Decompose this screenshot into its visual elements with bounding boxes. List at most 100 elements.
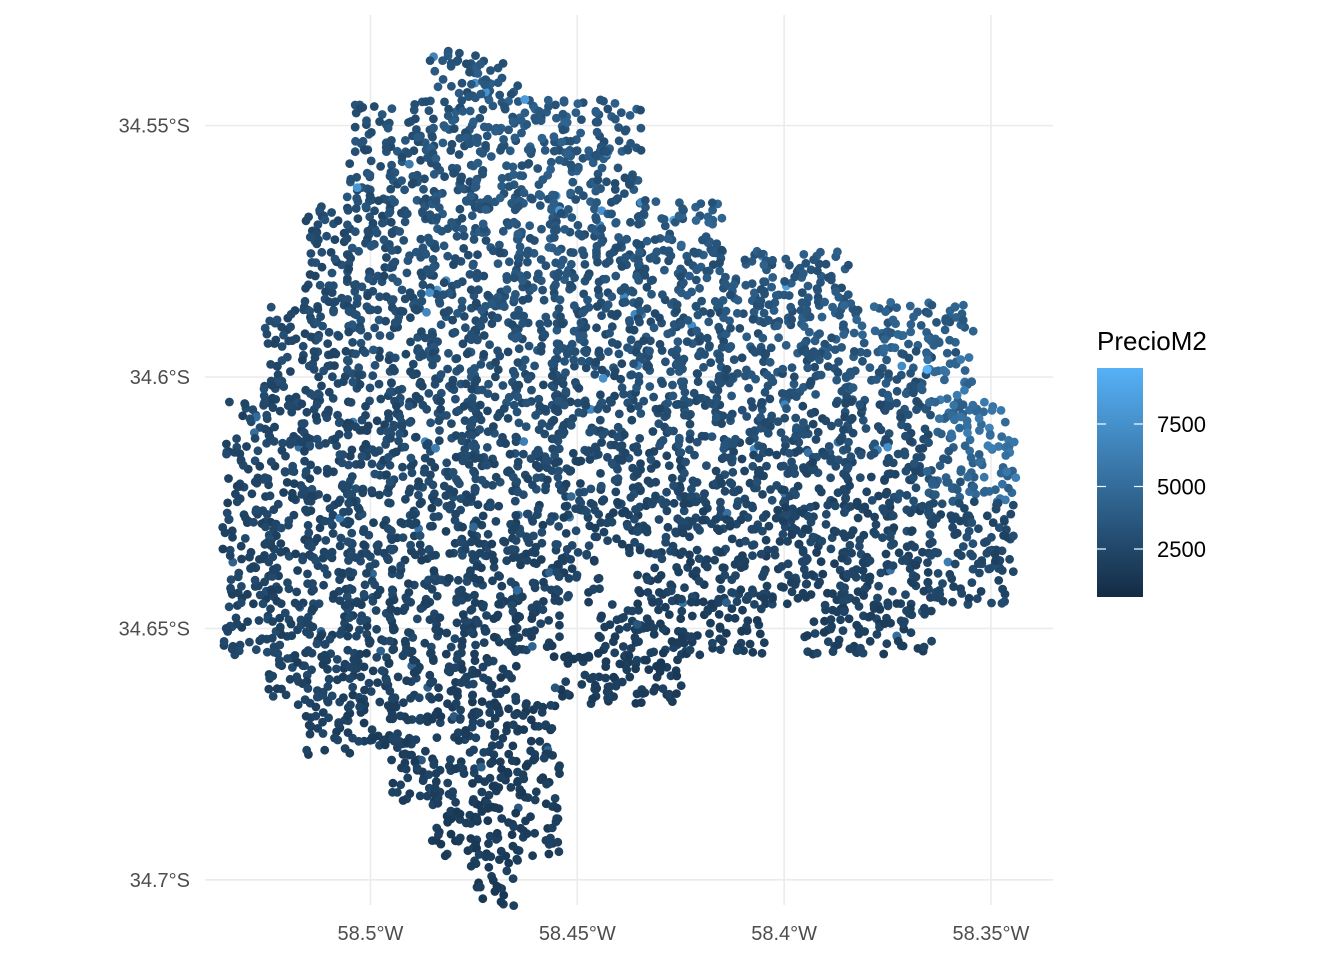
point — [967, 518, 977, 527]
point — [372, 416, 382, 426]
point — [361, 401, 370, 411]
point — [580, 653, 590, 662]
point — [343, 206, 353, 215]
point — [580, 260, 590, 269]
point — [596, 390, 605, 400]
point — [777, 389, 787, 398]
point — [728, 487, 738, 497]
point — [813, 297, 823, 307]
point — [620, 506, 630, 516]
point — [640, 264, 650, 274]
point — [867, 496, 877, 505]
point — [900, 450, 910, 460]
point — [477, 475, 487, 485]
point — [511, 536, 521, 545]
point — [756, 249, 766, 259]
point — [700, 350, 709, 359]
point — [387, 545, 397, 555]
point — [385, 460, 395, 470]
point — [352, 193, 362, 203]
point — [747, 501, 757, 511]
point — [443, 224, 453, 234]
point — [511, 382, 520, 391]
point — [512, 407, 522, 417]
point — [486, 502, 495, 512]
point — [574, 408, 584, 417]
point — [436, 404, 445, 414]
point — [471, 51, 480, 60]
point — [305, 232, 315, 242]
point — [549, 198, 559, 208]
point — [659, 499, 668, 509]
point — [559, 420, 569, 430]
point — [642, 236, 652, 246]
point — [469, 522, 478, 532]
point — [345, 662, 355, 672]
point — [266, 604, 275, 614]
point — [738, 605, 747, 615]
point — [632, 271, 641, 281]
point — [219, 637, 229, 646]
point — [350, 227, 360, 237]
point — [287, 466, 297, 476]
point — [551, 100, 560, 110]
point — [620, 173, 630, 183]
point — [339, 377, 348, 387]
point — [592, 302, 602, 311]
point — [727, 534, 737, 544]
point — [923, 558, 932, 567]
point — [816, 278, 825, 287]
point — [372, 624, 381, 634]
point — [266, 360, 275, 369]
point — [240, 400, 250, 409]
point — [764, 447, 774, 457]
point — [772, 450, 782, 460]
point — [245, 552, 254, 562]
point — [591, 186, 601, 196]
point — [910, 542, 919, 552]
point — [526, 736, 536, 746]
point — [471, 640, 480, 650]
point — [469, 551, 479, 560]
point — [639, 336, 648, 346]
point — [496, 687, 506, 697]
point — [332, 675, 342, 685]
point — [563, 592, 572, 602]
point — [740, 466, 749, 476]
point — [923, 355, 933, 365]
point — [838, 626, 848, 635]
point — [368, 596, 378, 606]
point — [860, 584, 870, 594]
point — [511, 511, 521, 520]
point — [489, 750, 499, 760]
point — [762, 581, 772, 591]
point — [248, 562, 258, 572]
point — [457, 648, 466, 658]
point — [253, 473, 263, 483]
point — [432, 161, 442, 171]
point — [282, 478, 292, 487]
point — [717, 213, 727, 223]
point — [886, 298, 896, 307]
point — [695, 394, 705, 403]
point — [351, 484, 361, 494]
point — [401, 136, 410, 145]
point — [509, 273, 519, 283]
point — [411, 432, 421, 442]
point — [479, 349, 489, 359]
point — [882, 639, 892, 649]
point — [478, 105, 488, 114]
point — [997, 598, 1007, 608]
point — [460, 445, 470, 454]
point — [505, 146, 515, 156]
point — [438, 56, 447, 65]
point — [677, 594, 686, 604]
point — [403, 256, 413, 265]
point — [382, 470, 391, 480]
point — [468, 691, 477, 700]
point — [591, 357, 601, 367]
point — [573, 220, 583, 230]
point — [680, 410, 689, 420]
point — [839, 330, 849, 339]
point — [561, 677, 571, 687]
